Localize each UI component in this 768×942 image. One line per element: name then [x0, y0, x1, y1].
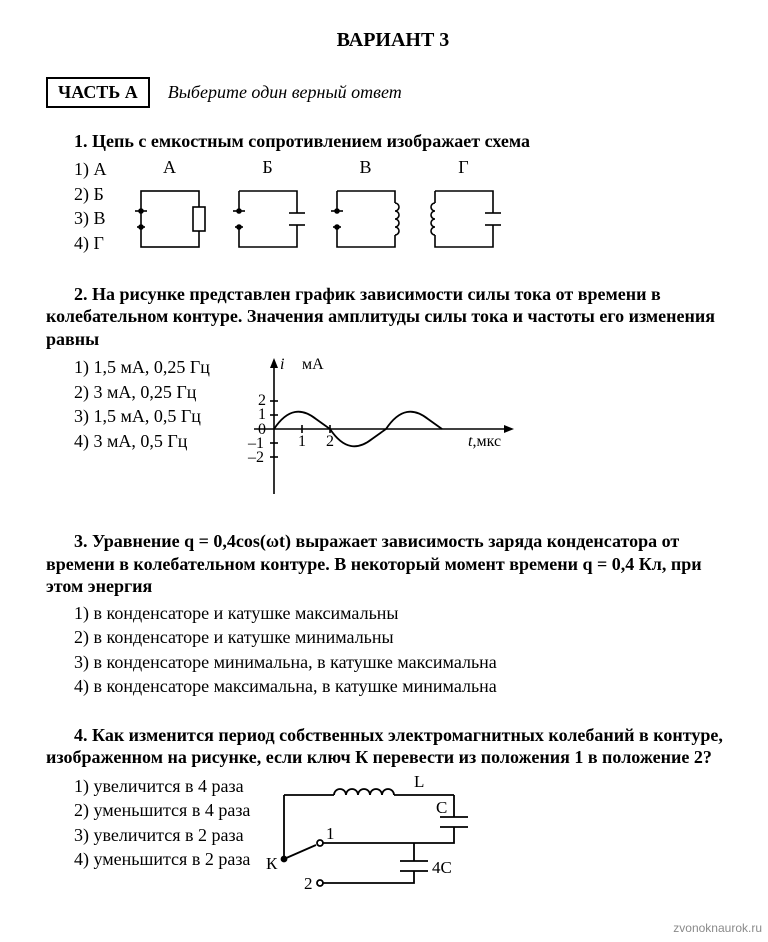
- q4-opt: 3) увеличится в 2 раза: [74, 824, 250, 847]
- circuit-G-svg: [425, 183, 503, 257]
- label-C: С: [436, 798, 447, 817]
- svg-text:i: i: [280, 356, 284, 373]
- svg-text:2: 2: [326, 433, 334, 450]
- q2-text: 2. На рисунке представлен график зависим…: [46, 283, 740, 351]
- question-2: 2. На рисунке представлен график зависим…: [46, 283, 740, 505]
- circuit-B: Б: [229, 156, 307, 257]
- q2-opt: 4) 3 мА, 0,5 Гц: [74, 430, 210, 453]
- q2-options: 1) 1,5 мА, 0,25 Гц 2) 3 мА, 0,25 Гц 3) 1…: [74, 354, 210, 454]
- q2-opt: 3) 1,5 мА, 0,5 Гц: [74, 405, 210, 428]
- q3-equation2: q = 0,4 Кл: [582, 554, 661, 574]
- q1-opt: 1) А: [74, 158, 107, 181]
- q3-text: 3. Уравнение q = 0,4cos(ωt) выражает зав…: [46, 530, 740, 598]
- q3-number: 3.: [74, 531, 88, 551]
- circuit-label: А: [131, 156, 209, 179]
- q1-options: 1) А 2) Б 3) В 4) Г: [74, 156, 107, 256]
- q4-opt: 2) уменьшится в 4 раза: [74, 799, 250, 822]
- label-K: К: [266, 854, 278, 873]
- q1-opt: 4) Г: [74, 232, 107, 255]
- q1-text: 1. Цепь с емкостным сопротивлением изобр…: [46, 130, 740, 153]
- circuit-label: Г: [425, 156, 503, 179]
- q3-options: 1) в конденсаторе и катушке максимальны …: [74, 602, 740, 698]
- svg-text:–2: –2: [247, 449, 264, 466]
- part-label-box: ЧАСТЬ А: [46, 77, 150, 108]
- part-instruction: Выберите один верный ответ: [168, 81, 402, 104]
- question-3: 3. Уравнение q = 0,4cos(ωt) выражает зав…: [46, 530, 740, 698]
- q2-opt: 1) 1,5 мА, 0,25 Гц: [74, 356, 210, 379]
- q3-equation: q = 0,4cos(ωt): [184, 531, 291, 551]
- q2-number: 2.: [74, 284, 88, 304]
- circuit-label: В: [327, 156, 405, 179]
- label-L: L: [414, 773, 424, 791]
- q4-number: 4.: [74, 725, 88, 745]
- q4-diagram-svg: L С 4С К 1 2: [264, 773, 474, 893]
- q1-opt: 2) Б: [74, 183, 107, 206]
- q4-text: 4. Как изменится период собственных элек…: [46, 724, 740, 769]
- q4-options: 1) увеличится в 4 раза 2) уменьшится в 4…: [74, 773, 250, 873]
- q4-diagram: L С 4С К 1 2: [264, 773, 740, 893]
- circuit-V: В: [327, 156, 405, 257]
- q4-opt: 1) увеличится в 4 раза: [74, 775, 250, 798]
- part-header: ЧАСТЬ А Выберите один верный ответ: [46, 77, 740, 108]
- circuit-V-svg: [327, 183, 405, 257]
- label-p2: 2: [304, 874, 313, 893]
- svg-text:t,мкс: t,мкс: [468, 433, 501, 450]
- label-p1: 1: [326, 824, 335, 843]
- q2-chart-svg: i мА 2 1 0 –1 –2 1 2 t,мкс: [224, 354, 524, 504]
- circuit-label: Б: [229, 156, 307, 179]
- variant-title: ВАРИАНТ 3: [46, 28, 740, 53]
- q4-text-body: Как изменится период собственных электро…: [46, 725, 723, 768]
- q3-opt: 1) в конденсаторе и катушке максимальны: [74, 602, 740, 625]
- q1-opt: 3) В: [74, 207, 107, 230]
- question-1: 1. Цепь с емкостным сопротивлением изобр…: [46, 130, 740, 257]
- svg-text:мА: мА: [302, 356, 324, 373]
- q3-opt: 4) в конденсаторе максимальна, в катушке…: [74, 675, 740, 698]
- watermark: zvonoknaurok.ru: [673, 921, 762, 936]
- q1-number: 1.: [74, 131, 88, 151]
- q3-opt: 2) в конденсаторе и катушке минимальны: [74, 626, 740, 649]
- circuit-G: Г: [425, 156, 503, 257]
- q2-text-body: На рисунке представлен график зависимост…: [46, 284, 715, 349]
- q3-prefix: Уравнение: [92, 531, 184, 551]
- circuit-A: А: [131, 156, 209, 257]
- question-4: 4. Как изменится период собственных элек…: [46, 724, 740, 893]
- q1-text-body: Цепь с емкостным сопротивлением изобража…: [92, 131, 530, 151]
- q2-opt: 2) 3 мА, 0,25 Гц: [74, 381, 210, 404]
- chart-labels: i мА 2 1 0 –1 –2 1 2 t,мкс: [247, 356, 501, 466]
- svg-text:1: 1: [298, 433, 306, 450]
- q3-opt: 3) в конденсаторе минимальна, в катушке …: [74, 651, 740, 674]
- q1-circuits: А: [121, 156, 741, 257]
- circuit-A-svg: [131, 183, 209, 257]
- label-4C: 4С: [432, 858, 452, 877]
- q4-opt: 4) уменьшится в 2 раза: [74, 848, 250, 871]
- circuit-B-svg: [229, 183, 307, 257]
- q2-chart: i мА 2 1 0 –1 –2 1 2 t,мкс: [224, 354, 740, 504]
